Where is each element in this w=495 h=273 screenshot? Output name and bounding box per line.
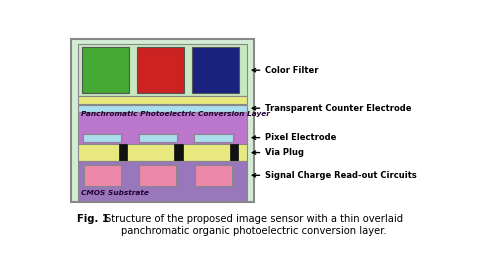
Bar bbox=[82, 47, 129, 93]
Bar bbox=[78, 105, 247, 112]
Bar bbox=[139, 134, 177, 142]
Text: Fig. 1: Fig. 1 bbox=[77, 214, 109, 224]
Bar bbox=[230, 144, 239, 161]
Bar bbox=[174, 144, 183, 161]
Text: panchromatic organic photoelectric conversion layer.: panchromatic organic photoelectric conve… bbox=[121, 226, 387, 236]
Bar bbox=[78, 161, 247, 201]
Text: Structure of the proposed image sensor with a thin overlaid: Structure of the proposed image sensor w… bbox=[105, 214, 403, 224]
Text: Color Filter: Color Filter bbox=[252, 66, 319, 75]
Text: CMOS Substrate: CMOS Substrate bbox=[81, 190, 149, 196]
Bar bbox=[195, 165, 232, 186]
Text: Panchromatic Photoelectric Conversion Layer: Panchromatic Photoelectric Conversion La… bbox=[81, 111, 270, 117]
Text: Transparent Counter Electrode: Transparent Counter Electrode bbox=[252, 104, 412, 113]
Bar bbox=[71, 39, 253, 202]
Bar bbox=[119, 144, 127, 161]
Bar bbox=[78, 44, 247, 96]
Text: Pixel Electrode: Pixel Electrode bbox=[252, 133, 337, 142]
Bar bbox=[194, 134, 233, 142]
Bar bbox=[137, 47, 184, 93]
Text: Via Plug: Via Plug bbox=[252, 148, 304, 157]
Bar bbox=[84, 165, 121, 186]
Bar bbox=[78, 144, 247, 161]
Bar bbox=[192, 47, 240, 93]
Bar bbox=[78, 112, 247, 144]
Bar bbox=[83, 134, 121, 142]
Bar bbox=[78, 96, 247, 104]
Bar bbox=[140, 165, 176, 186]
Text: Signal Charge Read-out Circuits: Signal Charge Read-out Circuits bbox=[252, 171, 417, 180]
